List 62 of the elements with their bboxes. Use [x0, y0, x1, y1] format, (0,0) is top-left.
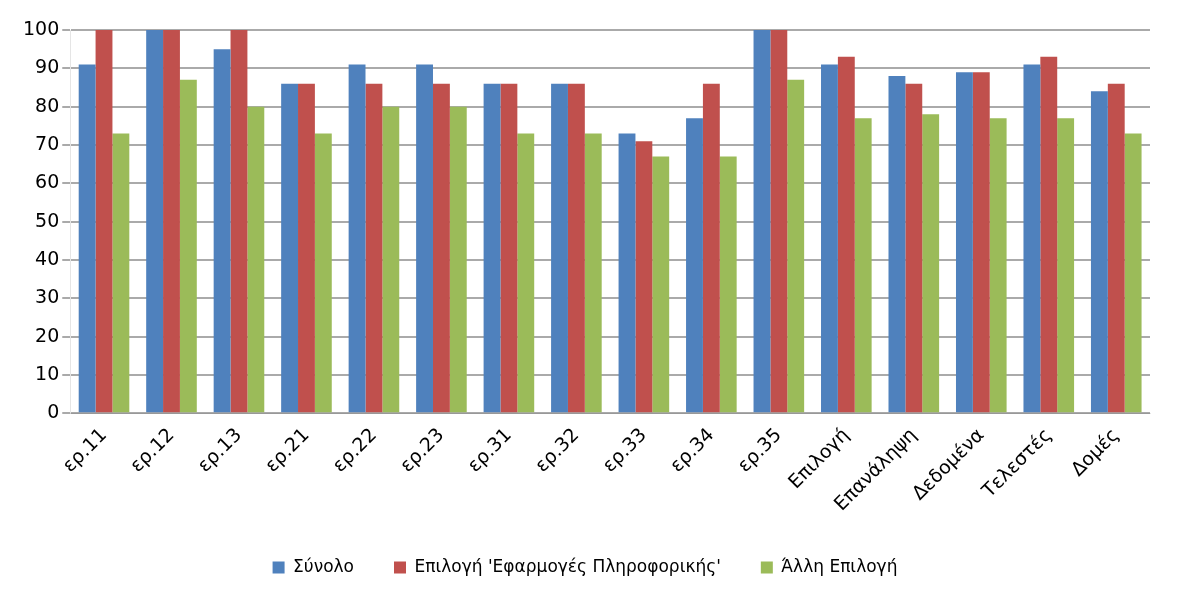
bar [635, 141, 653, 413]
bar [686, 118, 703, 413]
bar [112, 133, 130, 413]
bar [163, 30, 180, 413]
bar [517, 133, 535, 413]
bar [298, 83, 315, 413]
bar [247, 106, 265, 413]
bar [652, 156, 670, 413]
bar [888, 75, 906, 413]
bar [1023, 64, 1041, 413]
y-tick-label: 40 [35, 246, 60, 269]
bar [702, 83, 720, 413]
bar [770, 30, 788, 413]
bar [955, 72, 973, 413]
y-tick-label: 60 [35, 170, 60, 193]
bar [500, 83, 518, 413]
bar [787, 79, 805, 413]
bar [348, 64, 366, 413]
bar [719, 156, 737, 413]
y-tick-label: 30 [35, 285, 60, 308]
bar [449, 106, 467, 413]
bar [281, 83, 299, 413]
bar [1107, 83, 1125, 413]
bar [837, 56, 855, 413]
y-tick-label: 70 [35, 131, 60, 154]
bar [854, 118, 872, 413]
bar [567, 83, 585, 413]
bar [1090, 91, 1108, 413]
legend-label: Σύνολο [293, 555, 355, 576]
bar [1124, 133, 1142, 413]
y-tick-label: 90 [35, 55, 60, 78]
bar [95, 30, 113, 413]
bar [821, 64, 838, 413]
y-tick-label: 50 [35, 208, 60, 231]
bar [314, 133, 332, 413]
y-tick-label: 10 [35, 361, 60, 384]
y-tick-label: 0 [47, 400, 60, 423]
legend-label: Άλλη Επιλογή [781, 555, 898, 576]
bar [1040, 56, 1058, 413]
bar [432, 83, 450, 413]
bar [922, 114, 940, 413]
bar [213, 49, 231, 413]
bar [416, 64, 433, 413]
bar [230, 30, 248, 413]
bar [483, 83, 501, 413]
legend-label: Επιλογή 'Εφαρμογές Πληροφορικής' [414, 555, 721, 576]
bar [753, 30, 771, 413]
bar [584, 133, 602, 413]
bar [618, 133, 636, 413]
y-tick-label: 100 [23, 16, 60, 39]
bar [989, 118, 1007, 413]
y-tick-label: 20 [35, 323, 60, 346]
y-tick-label: 80 [35, 93, 60, 116]
bar [365, 83, 383, 413]
bar [179, 79, 197, 413]
bar [551, 83, 568, 413]
bar [382, 106, 400, 413]
bar [905, 83, 923, 413]
bar [972, 72, 990, 413]
bar [1057, 118, 1075, 413]
bar [146, 30, 164, 413]
bar [78, 64, 96, 413]
